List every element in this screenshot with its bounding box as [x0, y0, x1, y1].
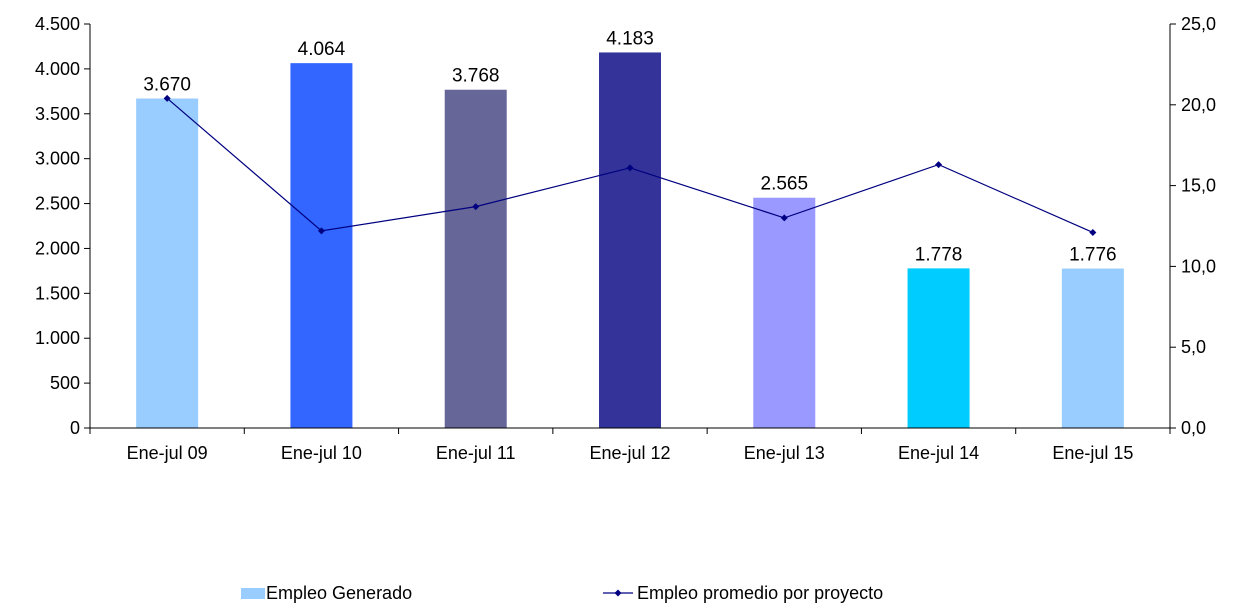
bar-data-label-2: 4.064: [298, 39, 346, 60]
y-right-tick-label-5: 25,0: [1181, 14, 1216, 34]
bar-data-label-1: 3.670: [143, 75, 191, 96]
legend-bar-label: Empleo Generado: [266, 583, 412, 603]
bar-2: [290, 63, 353, 428]
y-left-tick-label-2: 1.000: [35, 328, 80, 348]
legend-line-marker: [614, 589, 622, 597]
x-category-label-5: Ene-jul 13: [744, 443, 825, 463]
bar-data-label-5: 2.565: [761, 174, 809, 195]
y-left-tick-label-4: 2.000: [35, 238, 80, 258]
y-right-tick-label-4: 20,0: [1181, 95, 1216, 115]
bar-6: [907, 268, 970, 428]
y-left-tick-label-1: 500: [50, 373, 80, 393]
bar-1: [136, 98, 199, 428]
bar-data-label-7: 1.776: [1069, 245, 1117, 266]
bar-4: [599, 52, 661, 428]
legend-line-label: Empleo promedio por proyecto: [637, 583, 883, 603]
line-point-7: [1089, 228, 1097, 236]
line-point-2: [317, 227, 325, 235]
bar-data-label-4: 4.183: [606, 28, 654, 49]
line-point-3: [472, 203, 480, 211]
y-right-tick-label-0: 0,0: [1181, 418, 1206, 438]
y-left-tick-label-5: 2.500: [35, 194, 80, 214]
x-category-label-2: Ene-jul 10: [281, 443, 362, 463]
bar-data-label-6: 1.778: [915, 244, 963, 265]
x-category-label-3: Ene-jul 11: [436, 443, 516, 463]
bar-3: [444, 89, 507, 428]
x-category-label-6: Ene-jul 14: [898, 443, 979, 463]
bar-7: [1061, 268, 1124, 428]
line-point-1: [163, 94, 171, 102]
line-point-4: [626, 164, 634, 172]
y-right-tick-label-1: 5,0: [1181, 337, 1206, 357]
y-right-tick-label-3: 15,0: [1181, 176, 1216, 196]
y-left-tick-label-0: 0: [70, 418, 80, 438]
y-left-tick-label-9: 4.500: [35, 14, 80, 34]
bar-data-label-3: 3.768: [452, 66, 500, 87]
y-left-tick-label-6: 3.000: [35, 149, 80, 169]
y-right-tick-label-2: 10,0: [1181, 256, 1216, 276]
x-category-label-7: Ene-jul 15: [1052, 443, 1133, 463]
y-left-tick-label-3: 1.500: [35, 283, 80, 303]
line-point-6: [935, 161, 943, 169]
x-category-label-1: Ene-jul 09: [127, 443, 208, 463]
bar-5: [753, 197, 816, 428]
legend-bar-swatch: [241, 588, 265, 599]
y-left-tick-label-8: 4.000: [35, 59, 80, 79]
line-point-5: [780, 214, 788, 222]
x-category-label-4: Ene-jul 12: [589, 443, 670, 463]
y-left-tick-label-7: 3.500: [35, 104, 80, 124]
